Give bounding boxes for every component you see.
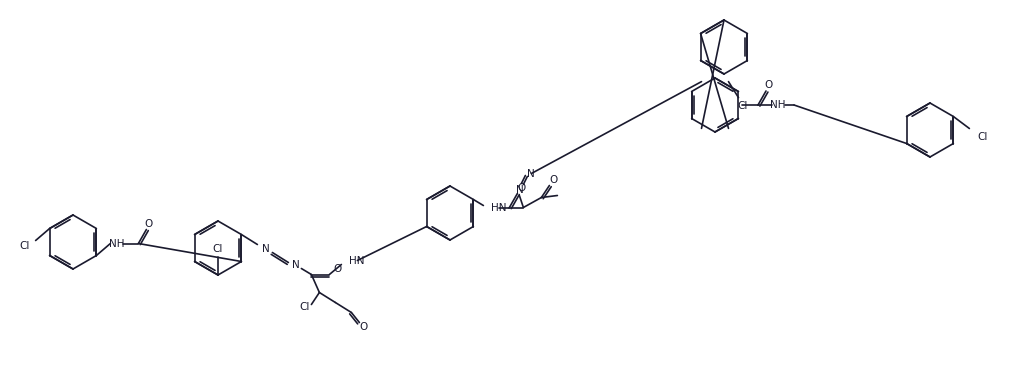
Text: NH: NH xyxy=(109,238,125,248)
Text: Cl: Cl xyxy=(738,100,748,110)
Text: N: N xyxy=(261,244,270,253)
Text: N: N xyxy=(527,169,534,179)
Text: O: O xyxy=(359,323,367,333)
Text: O: O xyxy=(518,183,526,192)
Text: Cl: Cl xyxy=(20,241,30,250)
Text: N: N xyxy=(291,260,299,269)
Text: N: N xyxy=(516,185,524,195)
Text: HN: HN xyxy=(492,202,507,212)
Text: O: O xyxy=(549,174,558,185)
Text: O: O xyxy=(333,263,342,273)
Text: O: O xyxy=(764,80,772,90)
Text: NH: NH xyxy=(771,100,786,110)
Text: Cl: Cl xyxy=(299,301,310,311)
Text: Cl: Cl xyxy=(978,131,988,141)
Text: HN: HN xyxy=(350,256,365,266)
Text: O: O xyxy=(144,218,152,228)
Text: Cl: Cl xyxy=(213,244,223,254)
